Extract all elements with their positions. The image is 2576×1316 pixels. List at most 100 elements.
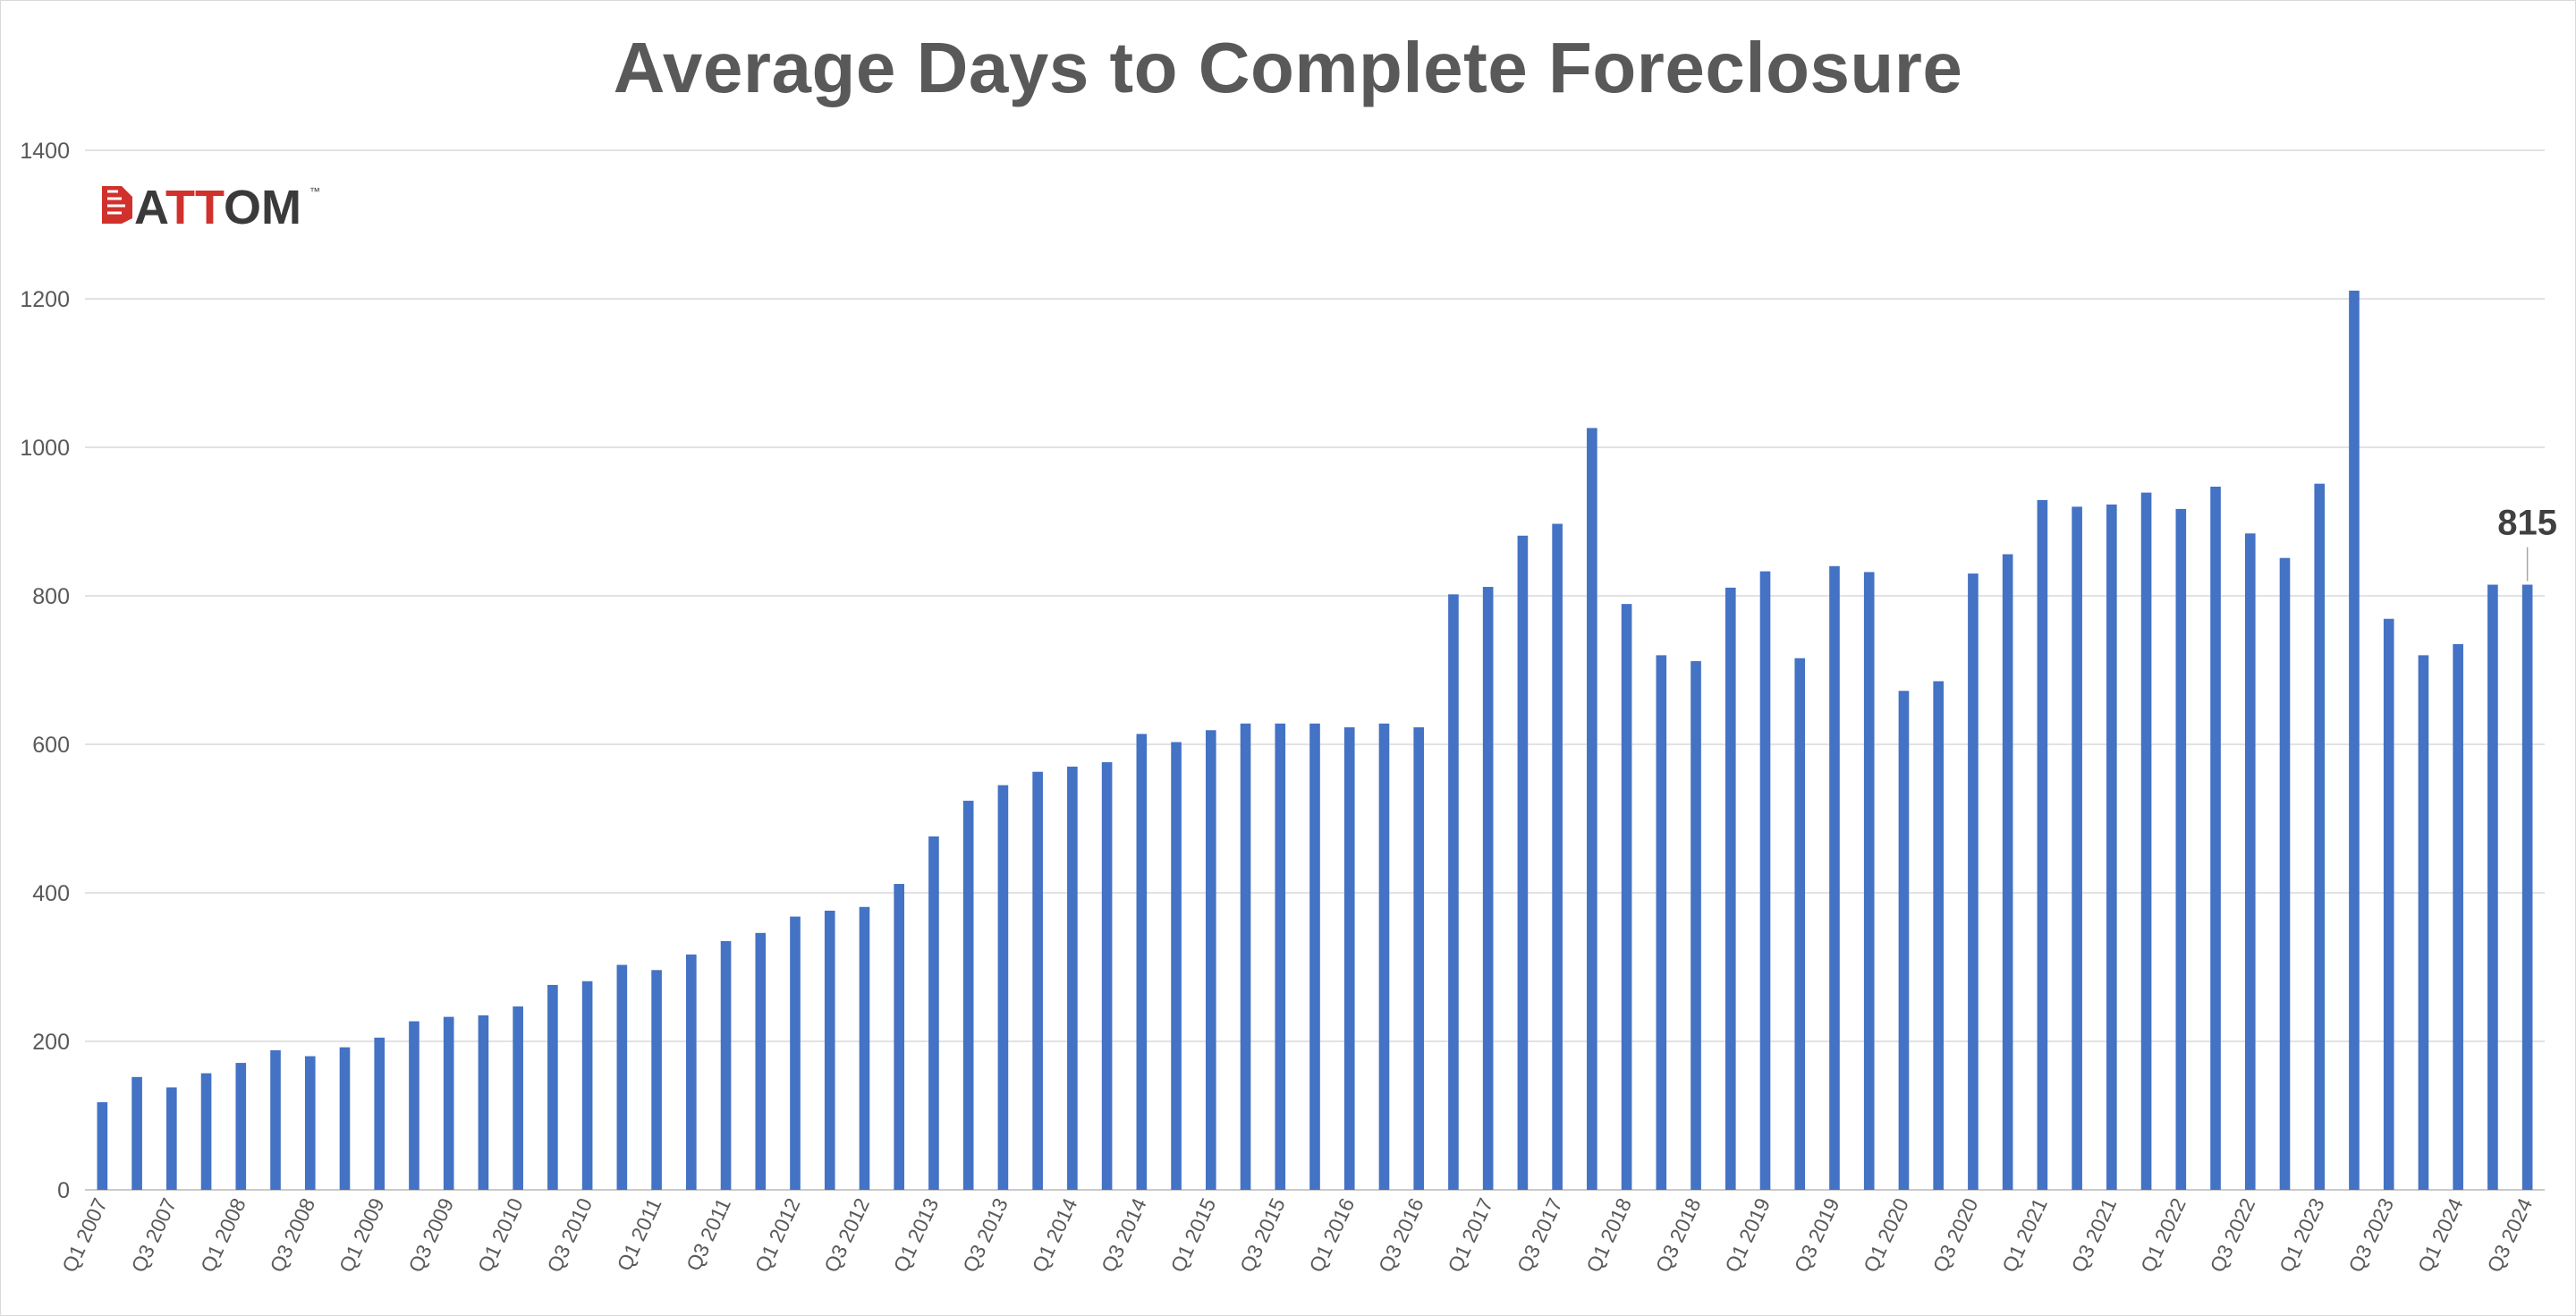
bar-Q4-2021 bbox=[2140, 492, 2152, 1190]
y-tick-label-200: 200 bbox=[32, 1030, 70, 1055]
y-tick-label-800: 800 bbox=[32, 584, 70, 609]
bar-Q4-2008 bbox=[339, 1047, 351, 1190]
x-tick-label: Q1 2016 bbox=[1304, 1194, 1359, 1276]
x-tick-label: Q1 2014 bbox=[1028, 1194, 1082, 1276]
logo-letter-t2: T bbox=[195, 181, 225, 234]
bar-Q2-2019 bbox=[1794, 658, 1806, 1190]
bar-Q3-2007 bbox=[166, 1087, 177, 1190]
bar-Q4-2017 bbox=[1587, 428, 1597, 1190]
bar-Q4-2013 bbox=[1032, 771, 1043, 1190]
x-tick-label: Q3 2017 bbox=[1513, 1194, 1567, 1276]
bar-Q3-2011 bbox=[720, 940, 732, 1190]
y-tick-label-1400: 1400 bbox=[20, 139, 70, 164]
bar-Q1-2016 bbox=[1343, 726, 1355, 1190]
x-tick-label: Q3 2010 bbox=[542, 1194, 597, 1276]
bar-Q1-2024 bbox=[2453, 643, 2463, 1190]
bar-Q1-2010 bbox=[513, 1006, 523, 1190]
x-tick-label: Q3 2021 bbox=[2067, 1194, 2122, 1276]
data-label-value: 815 bbox=[2497, 504, 2557, 543]
bar-Q3-2024 bbox=[2521, 584, 2533, 1190]
x-tick-label: Q3 2022 bbox=[2205, 1194, 2259, 1276]
x-tick-label: Q3 2016 bbox=[1374, 1194, 1428, 1276]
bar-Q1-2008 bbox=[235, 1063, 247, 1190]
bar-Q3-2012 bbox=[859, 906, 870, 1190]
bar-Q4-2020 bbox=[2002, 554, 2013, 1190]
bar-Q2-2008 bbox=[270, 1049, 281, 1190]
bar-Q3-2017 bbox=[1552, 523, 1563, 1190]
bar-Q3-2009 bbox=[443, 1016, 454, 1190]
x-tick-label: Q1 2008 bbox=[196, 1194, 250, 1276]
attom-logo: ATTOM ™ bbox=[102, 181, 320, 234]
logo-letters-om: OM bbox=[224, 181, 301, 234]
bar-Q4-2016 bbox=[1448, 594, 1459, 1190]
x-tick-label: Q3 2015 bbox=[1235, 1194, 1290, 1276]
bar-Q1-2011 bbox=[651, 970, 662, 1190]
y-tick-label-400: 400 bbox=[32, 881, 70, 906]
bar-Q3-2021 bbox=[2106, 504, 2117, 1190]
x-tick-label: Q1 2022 bbox=[2136, 1194, 2190, 1276]
logo-trademark: ™ bbox=[309, 185, 320, 198]
x-tick-label: Q3 2023 bbox=[2343, 1194, 2398, 1276]
x-tick-label: Q1 2018 bbox=[1581, 1194, 1636, 1276]
bar-Q2-2022 bbox=[2210, 486, 2221, 1190]
bar-Q4-2009 bbox=[478, 1015, 489, 1190]
bar-Q3-2010 bbox=[581, 981, 593, 1190]
bar-Q4-2014 bbox=[1171, 742, 1182, 1190]
x-tick-label: Q3 2013 bbox=[958, 1194, 1013, 1276]
bar-Q1-2015 bbox=[1205, 730, 1216, 1190]
bar-Q4-2011 bbox=[755, 932, 767, 1190]
x-tick-label: Q3 2011 bbox=[682, 1194, 735, 1274]
bar-Q3-2008 bbox=[304, 1056, 316, 1190]
x-tick-label: Q3 2009 bbox=[403, 1194, 458, 1276]
x-tick-label: Q1 2024 bbox=[2413, 1194, 2468, 1276]
bar-Q2-2014 bbox=[1101, 761, 1113, 1190]
bar-Q3-2019 bbox=[1829, 565, 1840, 1190]
x-tick-label: Q1 2023 bbox=[2275, 1194, 2329, 1276]
x-tick-label: Q3 2020 bbox=[1928, 1194, 1983, 1276]
x-axis-ticks: Q1 2007 Q3 2007 Q1 2008 Q3 2008 Q1 2009 Q3 20… bbox=[57, 1194, 2537, 1276]
x-tick-label: Q3 2024 bbox=[2482, 1194, 2537, 1276]
bar-Q3-2022 bbox=[2244, 533, 2256, 1190]
bar-Q1-2013 bbox=[928, 836, 939, 1190]
bar-Q2-2024 bbox=[2487, 584, 2498, 1190]
bar-Q2-2020 bbox=[1933, 681, 1944, 1190]
y-axis-ticks: 0 200 400 600 800 1000 1200 1400 bbox=[20, 139, 70, 1203]
bar-Q1-2007 bbox=[97, 1102, 108, 1190]
bar-Q2-2016 bbox=[1378, 723, 1390, 1190]
bars bbox=[97, 290, 2533, 1190]
bar-Q1-2018 bbox=[1621, 604, 1632, 1190]
y-tick-label-0: 0 bbox=[57, 1178, 70, 1203]
bar-Q1-2022 bbox=[2175, 508, 2187, 1190]
x-tick-label: Q3 2014 bbox=[1097, 1194, 1151, 1276]
x-tick-label: Q1 2007 bbox=[57, 1194, 112, 1276]
bar-Q2-2011 bbox=[686, 954, 697, 1190]
bar-Q2-2013 bbox=[962, 801, 974, 1190]
bar-Q2-2012 bbox=[824, 910, 835, 1190]
x-tick-label: Q1 2021 bbox=[1997, 1194, 2052, 1276]
annotations: 815 bbox=[2497, 504, 2557, 582]
bar-Q4-2010 bbox=[616, 964, 628, 1190]
x-tick-label: Q1 2013 bbox=[889, 1194, 944, 1276]
bar-Q2-2017 bbox=[1517, 535, 1529, 1190]
attom-logo-icon bbox=[102, 186, 132, 224]
bar-Q3-2016 bbox=[1413, 726, 1425, 1190]
x-tick-label: Q1 2012 bbox=[750, 1194, 805, 1276]
bar-Q4-2012 bbox=[894, 884, 905, 1190]
x-tick-label: Q1 2017 bbox=[1443, 1194, 1497, 1276]
bar-Q1-2014 bbox=[1067, 766, 1078, 1190]
bar-Q4-2023 bbox=[2418, 655, 2429, 1190]
bar-Q2-2018 bbox=[1656, 655, 1667, 1190]
bar-Q2-2009 bbox=[409, 1021, 419, 1190]
bar-Q3-2020 bbox=[1968, 573, 1979, 1190]
x-tick-label: Q1 2020 bbox=[1859, 1194, 1913, 1276]
bar-Q1-2017 bbox=[1482, 587, 1494, 1190]
bar-Q1-2023 bbox=[2314, 483, 2326, 1190]
bar-Q2-2023 bbox=[2349, 290, 2360, 1190]
x-tick-label: Q3 2008 bbox=[265, 1194, 319, 1276]
bar-Q3-2013 bbox=[997, 785, 1009, 1190]
x-tick-label: Q1 2015 bbox=[1165, 1194, 1220, 1276]
bar-Q2-2007 bbox=[131, 1076, 142, 1190]
bar-Q4-2015 bbox=[1309, 723, 1320, 1190]
chart-title: Average Days to Complete Foreclosure bbox=[613, 28, 1963, 107]
